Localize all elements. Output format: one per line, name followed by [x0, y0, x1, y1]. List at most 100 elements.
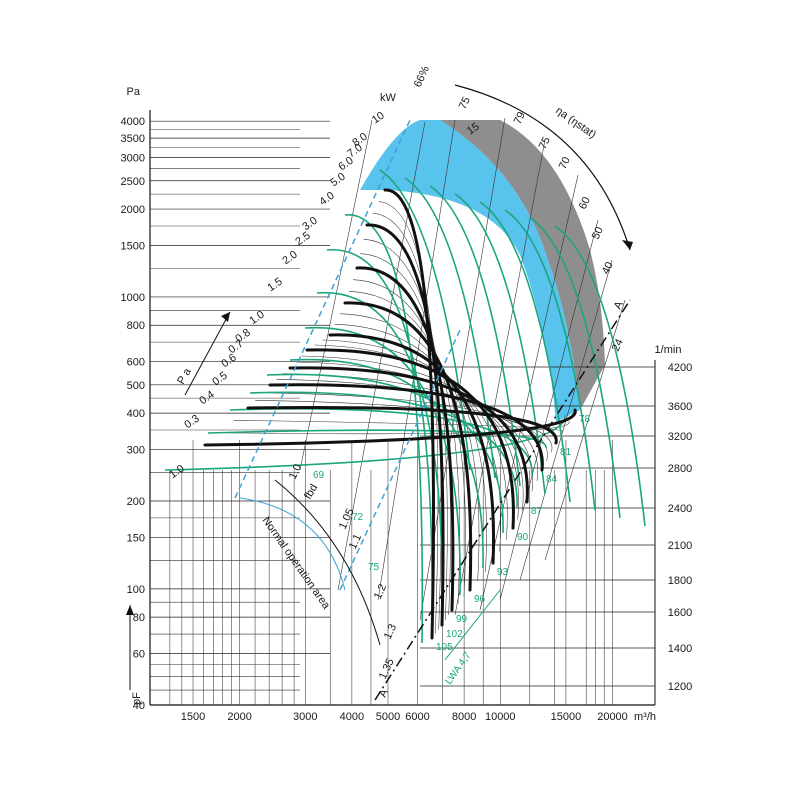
power-scale-label: 0.4 [197, 389, 216, 408]
efficiency-radial-line [299, 119, 373, 471]
speed-curves [203, 188, 577, 640]
fine-speed-arc [363, 239, 448, 621]
sound-db-label: 96 [474, 594, 486, 605]
sound-db-label: 105 [436, 642, 453, 653]
power-scale-label: 0.6 [219, 352, 238, 371]
sound-db-label: 78 [579, 414, 591, 425]
power-scale-label: 4.0 [317, 190, 336, 209]
y-tick-label: 1500 [121, 241, 145, 253]
x-tick-label: 5000 [376, 711, 400, 723]
sound-db-label: 87 [531, 506, 543, 517]
efficiency-scale-label: 50 [590, 225, 606, 241]
efficiency-scale-label: 24 [610, 337, 626, 353]
y-tick-label: 60 [133, 649, 145, 661]
speed-curve-3600 [365, 223, 445, 627]
y-tick-label: 3000 [121, 153, 145, 165]
efficiency-scale-label: 75 [537, 135, 553, 151]
power-scale-label: 5.0 [328, 171, 347, 190]
efficiency-iso-curve [529, 217, 621, 519]
y-tick-label: 3500 [121, 133, 145, 145]
efficiency-iso-curve [504, 209, 596, 511]
speed-curve-1800 [288, 366, 529, 504]
pressure-symbol-label: pF [131, 692, 143, 705]
fine-speed-arc [360, 253, 451, 616]
y-tick-label: 1000 [121, 292, 145, 304]
chart-annotations [126, 84, 633, 701]
speed-tick-label: 1600 [668, 607, 692, 619]
fine-speed-arc [276, 379, 539, 481]
speed-curve-1600 [268, 383, 544, 472]
speed-tick-label: 2400 [668, 503, 692, 515]
sound-level-curve [207, 429, 547, 449]
grey-overload-zone [420, 120, 605, 410]
sound-start-label: 72 [352, 512, 364, 523]
x-tick-label: 1500 [181, 711, 205, 723]
efficiency-iso-curve [429, 185, 521, 487]
speed-curve-2100 [305, 348, 515, 530]
sound-start-label: 69 [313, 470, 325, 481]
sound-db-label: 102 [446, 629, 463, 640]
efficiency-arrow-head [622, 240, 633, 250]
fbd-scale-label: 1.35 [377, 657, 397, 681]
y-tick-label: 600 [127, 357, 145, 369]
sound-level-curve [316, 292, 443, 616]
power-scale-label: 2.0 [280, 249, 299, 268]
y-tick-label: 80 [133, 612, 145, 624]
x-tick-label: 10000 [485, 711, 516, 723]
sound-db-label: 81 [560, 447, 572, 458]
y-tick-label: 800 [127, 320, 145, 332]
x-tick-label: 2000 [227, 711, 251, 723]
power-scale-label: 1.0 [247, 309, 266, 328]
fbd-scale-label: 1.2 [372, 582, 389, 601]
x-tick-label: 15000 [551, 711, 582, 723]
normal-area-arc [239, 497, 346, 591]
efficiency-radial-line [479, 174, 579, 611]
y-tick-label: 200 [127, 496, 145, 508]
sound-db-label: 84 [546, 474, 558, 485]
efficiency-scale-label: 66% [412, 64, 432, 89]
efficiency-iso-curve [554, 225, 646, 527]
sound-level-curve [249, 391, 518, 508]
efficiency-scale-label: 79 [512, 110, 528, 126]
y-tick-label: 2500 [121, 176, 145, 188]
speed-curve-1200 [203, 408, 577, 447]
speed-tick-label: 1400 [668, 643, 692, 655]
sound-level-curve [344, 214, 424, 644]
speed-tick-label: 3600 [668, 401, 692, 413]
fbd-symbol: fbd [302, 482, 320, 501]
efficiency-iso-curve [479, 201, 571, 503]
power-scale-label: 1.0 [167, 463, 186, 482]
y-tick-label: 300 [127, 445, 145, 457]
power-scale-label: 0.5 [210, 370, 229, 389]
a-boundary-line [374, 299, 631, 701]
power-scale-label: 0.3 [182, 413, 201, 432]
efficiency-scale-label: 60 [577, 195, 593, 211]
efficiency-radial-line [499, 219, 599, 601]
sound-db-label: 93 [497, 567, 509, 578]
y-tick-label: 100 [127, 584, 145, 596]
efficiency-scale-label: 40 [600, 260, 616, 276]
pressure-arrow-head [126, 605, 134, 615]
normal-area-boundary [234, 119, 461, 591]
sound-db-label: 90 [517, 532, 529, 543]
efficiency-iso-curve [454, 193, 546, 495]
flow-unit-label: m³/h [634, 711, 656, 723]
sound-start-label: 75 [368, 562, 380, 573]
fbd-scale-label: 1.0 [287, 462, 304, 481]
x-tick-label: 8000 [452, 711, 476, 723]
power-scale-label: 10 [370, 110, 387, 127]
speed-tick-label: 1800 [668, 575, 692, 587]
fine-speed-arc [378, 201, 439, 634]
power-scale-label: 15 [465, 121, 482, 138]
y-tick-label: 4000 [121, 116, 145, 128]
a-line-label-bottom: A [377, 687, 391, 699]
speed-tick-label: 2800 [668, 463, 692, 475]
x-tick-label: 3000 [293, 711, 317, 723]
pa-arrow-line [184, 311, 231, 396]
fbd-scale-label: 1.3 [382, 622, 399, 641]
efficiency-scale-label: 70 [557, 155, 573, 171]
normal-area-label: Normal operation area [260, 515, 333, 612]
sound-db-label: 99 [456, 614, 468, 625]
efficiency-scale-label: 75 [457, 95, 473, 111]
